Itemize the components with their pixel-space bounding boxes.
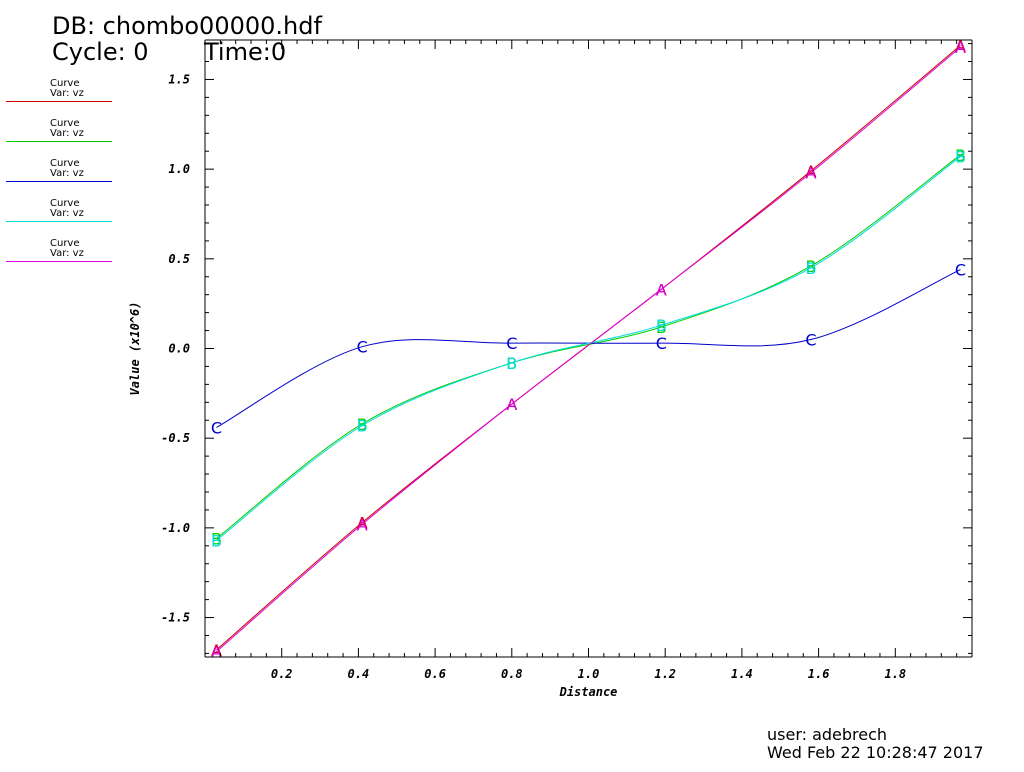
data-point-marker: A xyxy=(805,164,816,183)
y-tick-label: -0.5 xyxy=(161,431,190,445)
data-point-marker: B xyxy=(506,354,517,373)
x-axis-title: Distance xyxy=(559,685,618,699)
data-point-marker: B xyxy=(506,354,517,373)
y-tick-label: 0.5 xyxy=(168,252,190,266)
legend-entry-variable: Var: vz xyxy=(50,248,84,259)
data-point-marker: B xyxy=(211,530,222,549)
data-point-marker: A xyxy=(357,513,368,532)
legend-entry-variable: Var: vz xyxy=(50,128,84,139)
legend-entry: Curve Var: vz xyxy=(6,79,112,109)
legend-entry-title: Curve xyxy=(50,198,80,209)
legend-swatch xyxy=(6,101,112,102)
data-point-marker: C xyxy=(656,334,667,353)
data-point-marker: A xyxy=(656,280,667,299)
y-tick-label: 1.0 xyxy=(168,162,190,176)
series-line xyxy=(216,44,961,651)
legend-entry-title: Curve xyxy=(50,78,80,89)
legend-entry-variable: Var: vz xyxy=(50,208,84,219)
data-point-marker: C xyxy=(506,334,517,353)
x-tick-label: 0.8 xyxy=(501,667,523,681)
data-point-marker: B xyxy=(211,531,222,550)
data-point-marker: A xyxy=(805,162,816,181)
data-point-marker: B xyxy=(357,415,368,434)
data-point-marker: B xyxy=(656,318,667,337)
plot-lines xyxy=(216,44,961,652)
x-tick-label: 1.2 xyxy=(654,667,676,681)
legend-swatch xyxy=(6,261,112,262)
data-point-marker: A xyxy=(506,395,517,414)
data-point-marker: B xyxy=(955,146,966,165)
legend-swatch xyxy=(6,181,112,182)
cycle-label: Cycle: 0 xyxy=(52,38,149,66)
legend-entry: Curve Var: vz xyxy=(6,239,112,269)
y-axis-title: Value (x10^6) xyxy=(128,302,142,396)
series-line xyxy=(216,156,961,541)
data-point-marker: B xyxy=(656,316,667,335)
legend-entry-variable: Var: vz xyxy=(50,168,84,179)
series-line xyxy=(216,154,961,540)
data-point-marker: A xyxy=(211,643,222,662)
y-tick-label: 1.5 xyxy=(168,72,190,86)
legend-entry-variable: Var: vz xyxy=(50,88,84,99)
y-tick-label: -1.5 xyxy=(161,611,190,625)
x-tick-label: 1.4 xyxy=(731,667,753,681)
legend-swatch xyxy=(6,141,112,142)
data-point-marker: A xyxy=(211,641,222,660)
y-tick-label: -1.0 xyxy=(161,521,190,535)
data-point-marker: B xyxy=(805,259,816,278)
data-point-marker: A xyxy=(955,36,966,55)
timestamp-label: Wed Feb 22 10:28:47 2017 xyxy=(767,743,984,762)
data-point-marker: A xyxy=(506,395,517,414)
time-label: Time:0 xyxy=(204,38,287,66)
x-tick-label: 0.4 xyxy=(348,667,370,681)
x-tick-label: 0.6 xyxy=(424,667,446,681)
legend-entry-title: Curve xyxy=(50,118,80,129)
data-point-marker: B xyxy=(357,417,368,436)
series-line xyxy=(216,269,961,428)
plot-axes: 0.2 0.4 0.6 0.8 1.0 1.2 1.4 1.6 1.8 -1.5 -1.0 -0.5 0… xyxy=(128,39,973,699)
x-tick-label: 1.0 xyxy=(578,667,600,681)
data-point-marker: C xyxy=(211,418,222,437)
data-point-marker: C xyxy=(357,338,368,357)
user-label: user: adebrech xyxy=(767,725,888,744)
x-tick-label: 1.8 xyxy=(884,667,906,681)
y-tick-label: 0.0 xyxy=(168,342,190,356)
data-point-marker: A xyxy=(656,280,667,299)
x-tick-label: 1.6 xyxy=(808,667,830,681)
legend-swatch xyxy=(6,221,112,222)
legend-entry-title: Curve xyxy=(50,158,80,169)
database-title: DB: chombo00000.hdf xyxy=(52,12,322,40)
legend-entry: Curve Var: vz xyxy=(6,199,112,229)
legend-entry: Curve Var: vz xyxy=(6,159,112,189)
series-line xyxy=(216,46,961,652)
data-point-marker: C xyxy=(805,331,816,350)
x-tick-label: 0.2 xyxy=(271,667,293,681)
data-point-marker: A xyxy=(357,515,368,534)
legend-entry: Curve Var: vz xyxy=(6,119,112,149)
legend-entry-title: Curve xyxy=(50,238,80,249)
data-point-marker: A xyxy=(955,38,966,57)
data-point-marker: C xyxy=(955,261,966,280)
data-point-marker: B xyxy=(805,257,816,276)
data-point-marker: B xyxy=(955,148,966,167)
